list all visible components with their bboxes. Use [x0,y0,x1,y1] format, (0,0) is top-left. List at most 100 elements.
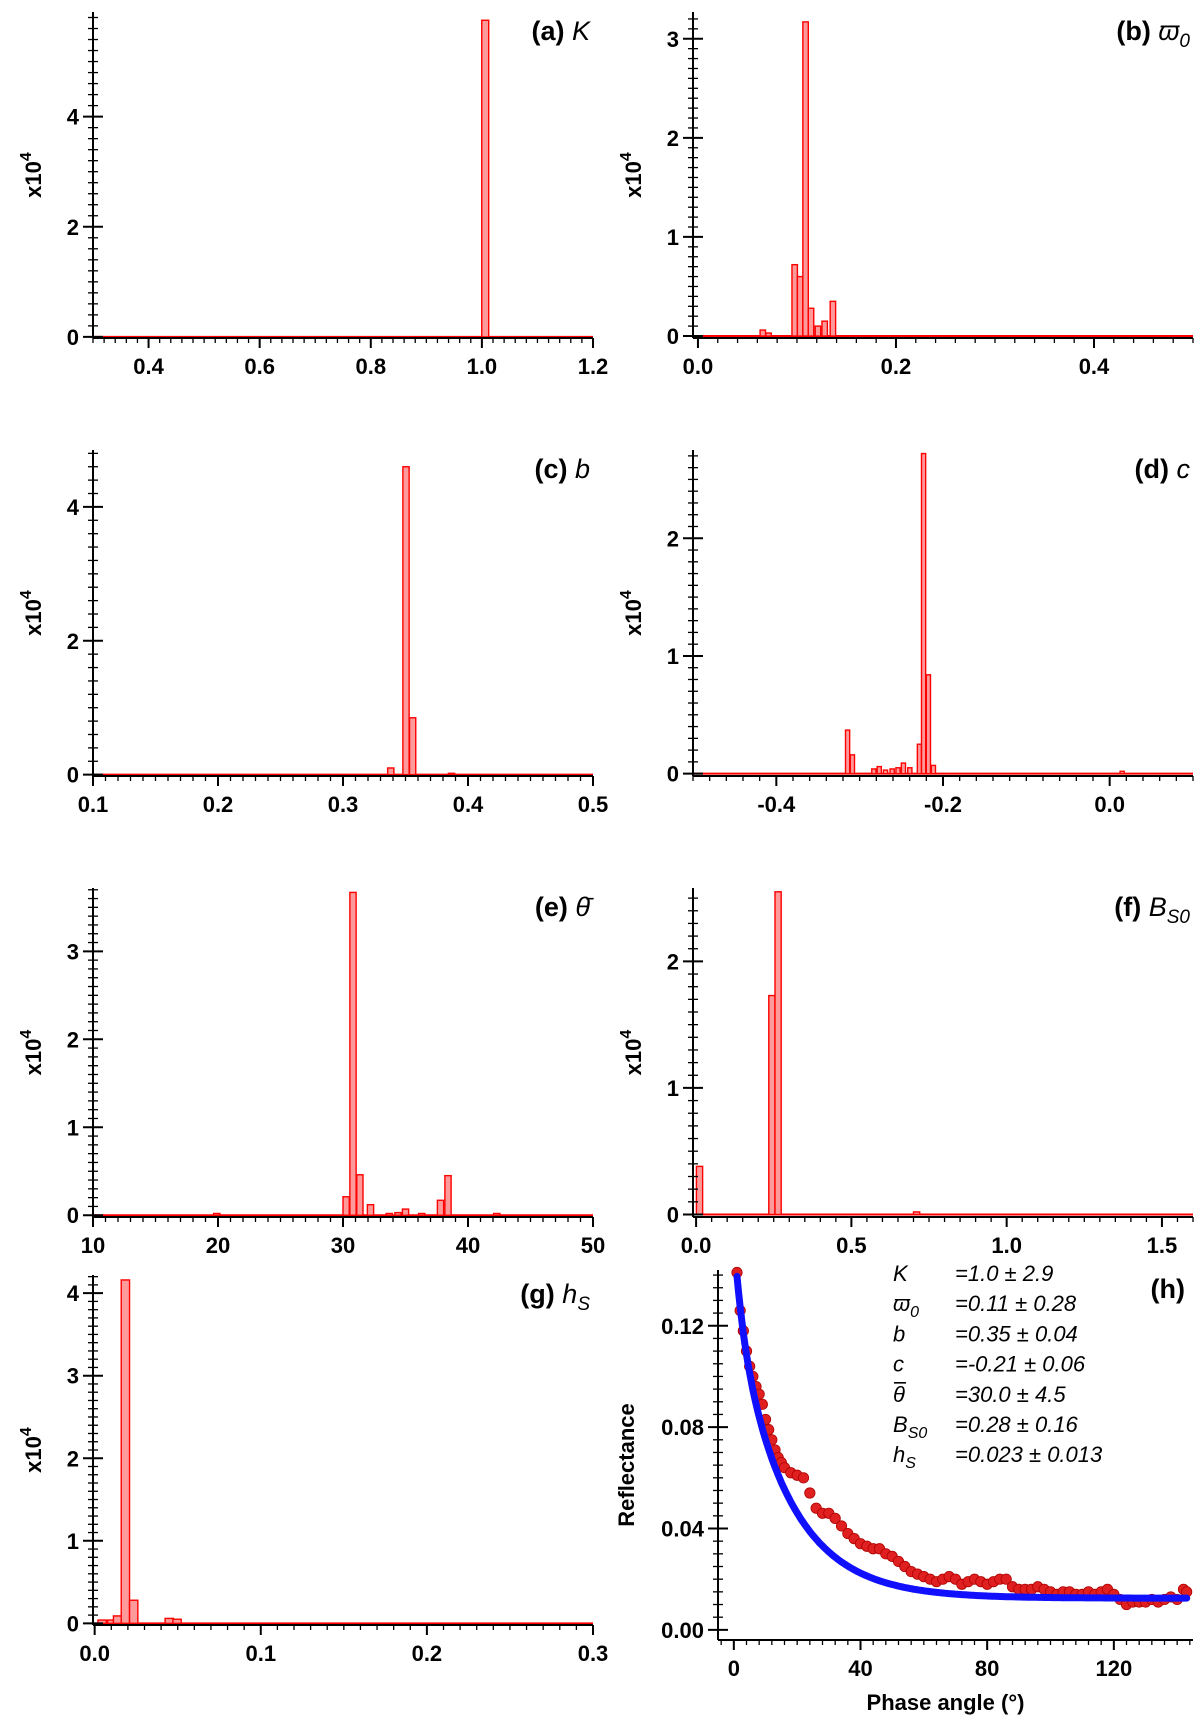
panel-c: 0.1 0.2 0.3 0.4 0.5 0 2 4 x104 (c) b [18,450,608,817]
fit-param-symbol: θ [893,1382,905,1407]
x-tick-label: 0.3 [578,1641,609,1666]
panel-title: (b) ϖ0 [1116,16,1190,52]
histogram-bar [128,1599,139,1625]
observed-point [797,1472,810,1484]
histogram-bar [120,1279,131,1625]
x-tick-label: 0.2 [203,792,234,817]
histogram-bar [356,1174,364,1216]
x-tick-label: 0.4 [1079,354,1110,379]
y-tick-label: 1 [67,1115,79,1140]
histogram-bar [1119,770,1125,775]
y-axis-label: x104 [18,1030,46,1076]
y-tick-label: 0 [667,1202,679,1227]
y-tick-label: 4 [67,105,80,130]
x-tick-label: 0.1 [245,1641,276,1666]
histogram-bar [164,1617,175,1625]
x-tick-label: 0.0 [79,1641,110,1666]
histogram-bar [342,1196,350,1216]
x-tick-label: 0.1 [78,792,109,817]
y-tick-label: 2 [67,215,79,240]
y-tick-label: 2 [667,949,679,974]
histogram-bar [408,717,417,776]
y-tick-label: 0.12 [661,1314,704,1339]
histogram-bar [112,1615,123,1625]
x-tick-label: 0.0 [681,1233,712,1258]
x-tick-label: 80 [975,1656,999,1681]
fit-param-symbol: K [893,1261,909,1286]
y-tick-label: 0.00 [661,1618,704,1643]
fit-param-value: =0.28 ± 0.16 [955,1412,1079,1437]
histogram-bar [349,891,357,1216]
x-tick-label: 30 [331,1233,355,1258]
fit-param-symbol: ϖ0 [893,1291,919,1321]
y-tick-label: 4 [67,495,80,520]
panel-title: (c) b [534,454,590,484]
panel-d: -0.4 -0.2 0.0 0 1 2 x104 (d) c [618,450,1194,817]
histogram-bar [774,891,782,1216]
y-tick-label: 3 [667,27,679,52]
x-tick-label: 0.4 [133,354,164,379]
x-tick-label: 0.0 [683,354,714,379]
histogram-bar [366,1203,375,1216]
panel-e: 10 20 30 40 50 0 1 2 3 x104 (e) θ̄ [18,888,605,1258]
x-tick-label: 0.8 [355,354,386,379]
fit-param-symbol: b [893,1321,905,1346]
x-tick-label: -0.2 [924,792,962,817]
x-tick-label: 10 [81,1233,105,1258]
panel-title: (e) θ̄ [535,892,594,922]
histogram-bar [930,764,937,775]
x-tick-label: 0.5 [578,792,609,817]
histogram-bar [436,1199,445,1216]
y-tick-label: 0 [67,1203,79,1228]
y-axis-label: x104 [18,152,46,198]
histogram-bar [417,1212,426,1216]
y-tick-label: 2 [67,629,79,654]
y-axis-label: x104 [618,590,646,636]
histogram-bar [172,1618,182,1625]
x-tick-label: 0.3 [328,792,359,817]
y-tick-label: 0.04 [661,1516,705,1541]
histogram-bar [814,325,822,337]
histogram-bar [768,994,776,1216]
panel-f: 0.0 0.5 1.0 1.5 0 1 2 x104 (f) BS0 [618,888,1194,1258]
histogram-bar [481,19,490,338]
histogram-bar [444,1174,452,1216]
histogram-bar [821,320,829,337]
y-tick-label: 3 [67,1364,79,1389]
histogram-bar [876,765,883,775]
y-tick-label: 2 [667,126,679,151]
x-tick-label: 20 [206,1233,230,1258]
fit-param-value: =0.35 ± 0.04 [955,1321,1078,1346]
y-tick-label: 2 [67,1446,79,1471]
x-tick-label: 0 [728,1656,740,1681]
histogram-bar [907,767,913,775]
x-tick-label: 1.5 [1147,1233,1178,1258]
histogram-bar [844,729,851,775]
fit-param-value: =30.0 ± 4.5 [955,1382,1066,1407]
fit-param-value: =0.11 ± 0.28 [955,1291,1077,1316]
histogram-bar [895,767,901,775]
panel-title: (f) BS0 [1114,892,1190,928]
panel-b: 0.0 0.2 0.4 0 1 2 3 x104 (b) ϖ0 [618,12,1194,379]
x-tick-label: 120 [1095,1656,1132,1681]
histogram-bar [829,300,837,337]
x-axis-label: Phase angle (°) [867,1690,1025,1715]
histogram-bar [386,767,395,776]
y-tick-label: 1 [667,1076,679,1101]
y-tick-label: 0 [67,763,79,788]
y-axis-label: Reflectance [614,1403,639,1527]
panel-title: (d) c [1135,454,1191,484]
x-tick-label: 0.5 [836,1233,867,1258]
histogram-bar [912,1211,921,1216]
x-tick-label: 0.2 [412,1641,443,1666]
x-tick-label: 0.0 [1094,792,1125,817]
y-tick-label: 2 [667,526,679,551]
y-tick-label: 1 [667,644,679,669]
observed-point [829,1512,841,1524]
histogram-bar [871,768,877,775]
y-axis-label: x104 [618,152,646,198]
panel-title: (g) hS [520,1279,590,1315]
histogram-bar [796,275,804,337]
panel-a: 0.4 0.6 0.8 1.0 1.2 0 2 4 x104 (a) K [18,12,608,379]
x-tick-label: 40 [848,1656,872,1681]
